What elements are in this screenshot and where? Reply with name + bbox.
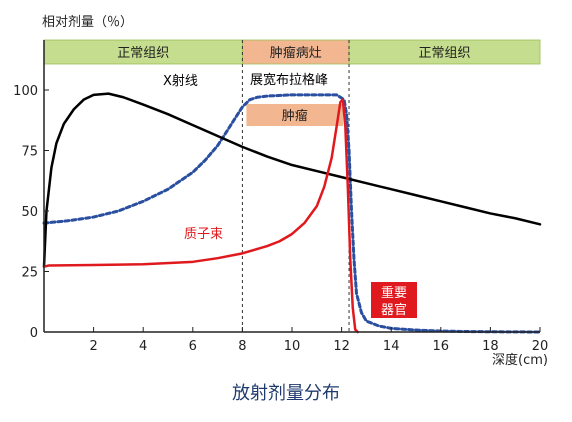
x-tick-label: 14: [383, 339, 400, 354]
x-tick-label: 8: [238, 339, 246, 354]
bragg-peak-label: 展宽布拉格峰: [250, 72, 328, 88]
x-tick-label: 4: [139, 339, 147, 354]
region-header-1: [241, 39, 350, 65]
series-layer: [42, 92, 542, 334]
region-headers: 正常组织 肿瘤病灶 正常组织: [43, 39, 541, 65]
x-tick-label: 18: [482, 339, 499, 354]
region-header-label-2: 正常组织: [419, 46, 471, 61]
series-xray: [42, 92, 542, 268]
x-ticks: 2 4 6 8 10 12 14 16 18 20: [89, 327, 548, 354]
region-header-2: [348, 39, 541, 65]
y-axis-title: 相对剂量（％）: [42, 15, 133, 30]
x-tick-label: 20: [532, 339, 549, 354]
critical-organ-label-line1: 重要: [381, 285, 407, 301]
chart-caption: 放射剂量分布: [232, 383, 340, 404]
y-tick-label: 25: [21, 266, 38, 281]
x-axis-title: 深度(cm): [492, 352, 548, 368]
critical-organ-label-line2: 器官: [381, 302, 407, 318]
x-tick-label: 16: [433, 339, 450, 354]
x-tick-label: 10: [284, 339, 301, 354]
xray-label: X射线: [163, 73, 198, 89]
y-ticks: 0 25 50 75 100: [13, 84, 49, 341]
series-proton: [42, 98, 359, 334]
series-sobp: [42, 93, 542, 334]
x-tick-label: 6: [189, 339, 197, 354]
y-tick-label: 0: [30, 326, 38, 341]
x-tick-label: 12: [333, 339, 350, 354]
tumor-bar-label: 肿瘤: [282, 108, 308, 124]
y-tick-label: 50: [21, 205, 38, 220]
y-tick-label: 100: [13, 84, 38, 99]
region-header-0: [43, 39, 243, 65]
region-header-label-1: 肿瘤病灶: [270, 45, 322, 61]
proton-label: 质子束: [184, 227, 223, 242]
x-tick-label: 2: [89, 339, 97, 354]
region-header-label-0: 正常组织: [117, 46, 169, 61]
y-tick-label: 75: [21, 145, 38, 160]
critical-organ-box: 重要 器官: [371, 282, 417, 318]
tumor-bar: [246, 104, 344, 126]
